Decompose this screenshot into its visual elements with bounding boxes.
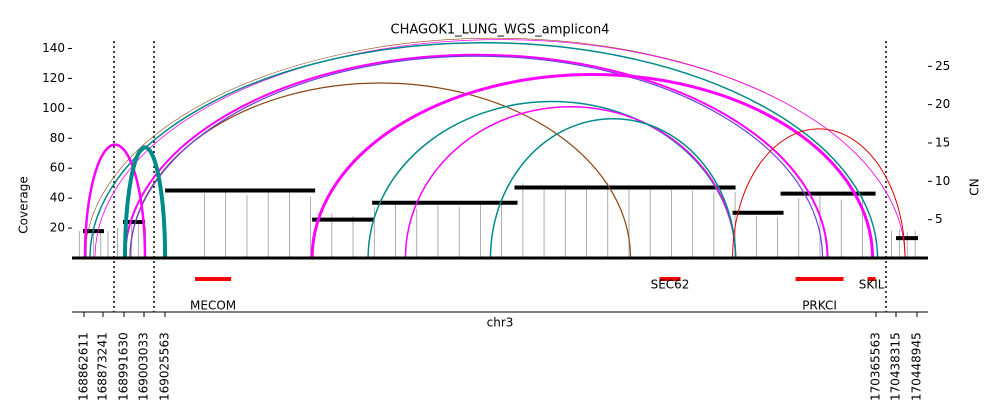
breakpoint-arc	[122, 146, 168, 259]
y2-tick-label: 20	[935, 97, 950, 111]
y2-tick-label: 5	[935, 212, 943, 226]
y2-axis-label: CN	[968, 178, 982, 195]
x-tick-label: 169003033	[137, 332, 151, 401]
breakpoint-arc	[129, 82, 632, 259]
x-tick-label: 170438315	[888, 332, 902, 401]
y2-tick-label: 25	[935, 59, 950, 73]
breakpoint-arc	[123, 54, 829, 259]
x-tick-label: 168991630	[116, 332, 130, 401]
breakpoint-arc	[84, 37, 906, 259]
breakpoint-arc	[89, 42, 879, 259]
y2-tick-label: 10	[935, 174, 950, 188]
y-tick-label: 20	[50, 221, 65, 235]
breakpoint-arc	[310, 73, 875, 259]
breakpoint-arc	[489, 118, 737, 259]
chart-title: CHAGOK1_LUNG_WGS_amplicon4	[391, 23, 610, 38]
y-tick-label: 140	[42, 41, 65, 55]
gene-label: SKIL	[859, 278, 885, 292]
gene-label: SEC62	[651, 278, 690, 292]
gene-label: MECOM	[190, 299, 236, 313]
x-axis-label: chr3	[487, 316, 514, 330]
breakpoint-arc	[94, 39, 906, 259]
breakpoint-arc	[83, 143, 147, 259]
x-tick-label: 169025563	[158, 332, 172, 401]
x-tick-label: 168862611	[76, 332, 90, 401]
x-tick-label: 170365563	[869, 332, 883, 401]
breakpoint-arc	[367, 101, 737, 259]
breakpoint-arc	[129, 55, 824, 259]
breakpoint-arc	[404, 106, 737, 259]
y-tick-label: 80	[50, 131, 65, 145]
y-tick-label: 100	[42, 101, 65, 115]
y2-tick-label: 15	[935, 135, 950, 149]
breakpoint-arc	[732, 128, 906, 259]
x-tick-label: 170448945	[910, 332, 924, 401]
y-tick-label: 60	[50, 161, 65, 175]
y-axis-label: Coverage	[17, 176, 31, 234]
y-tick-label: 120	[42, 71, 65, 85]
x-tick-label: 168873241	[96, 332, 110, 401]
y-tick-label: 40	[50, 191, 65, 205]
gene-label: PRKCI	[802, 299, 837, 313]
